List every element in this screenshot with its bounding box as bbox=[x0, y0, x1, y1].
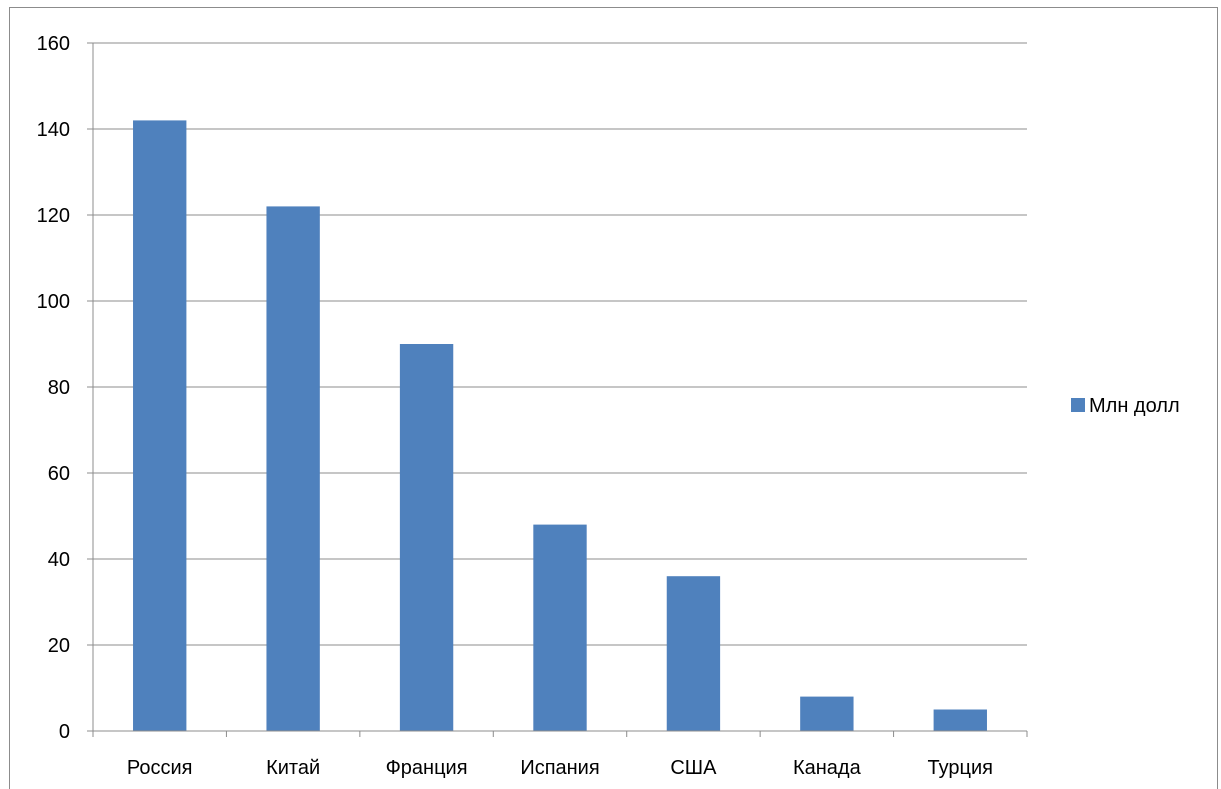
y-tick-label: 60 bbox=[48, 463, 70, 485]
bars bbox=[133, 120, 987, 731]
x-tick-label: Турция bbox=[928, 757, 993, 779]
x-tick-label: США bbox=[670, 757, 717, 779]
x-tick-labels: Россия Китай Франция Испания США Канада Турция bbox=[127, 757, 993, 779]
legend: Млн долл bbox=[1071, 395, 1180, 417]
axes bbox=[87, 42, 1028, 737]
x-tick-label: Россия bbox=[127, 757, 193, 779]
bar-1 bbox=[266, 206, 320, 731]
bar-6 bbox=[933, 709, 987, 731]
x-tick-label: Китай bbox=[266, 757, 320, 779]
y-tick-label: 100 bbox=[37, 291, 70, 313]
legend-label: Млн долл bbox=[1089, 395, 1180, 417]
y-tick-label: 140 bbox=[37, 119, 70, 141]
y-tick-label: 80 bbox=[48, 377, 70, 399]
x-tick-label: Испания bbox=[520, 757, 599, 779]
y-tick-label: 0 bbox=[59, 721, 70, 743]
legend-swatch bbox=[1071, 398, 1085, 412]
x-tick-label: Франция bbox=[386, 757, 468, 779]
y-tick-labels: 0 20 40 60 80 100 120 140 160 bbox=[37, 33, 70, 743]
y-tick-label: 160 bbox=[37, 33, 70, 55]
bar-3 bbox=[533, 524, 587, 731]
bar-4 bbox=[666, 576, 721, 731]
bar-0 bbox=[133, 120, 187, 731]
y-tick-label: 40 bbox=[48, 549, 70, 571]
bar-5 bbox=[800, 696, 854, 731]
y-tick-label: 120 bbox=[37, 205, 70, 227]
bar-2 bbox=[399, 344, 454, 731]
x-tick-label: Канада bbox=[793, 757, 862, 779]
chart-frame bbox=[9, 7, 1218, 789]
y-tick-label: 20 bbox=[48, 635, 70, 657]
